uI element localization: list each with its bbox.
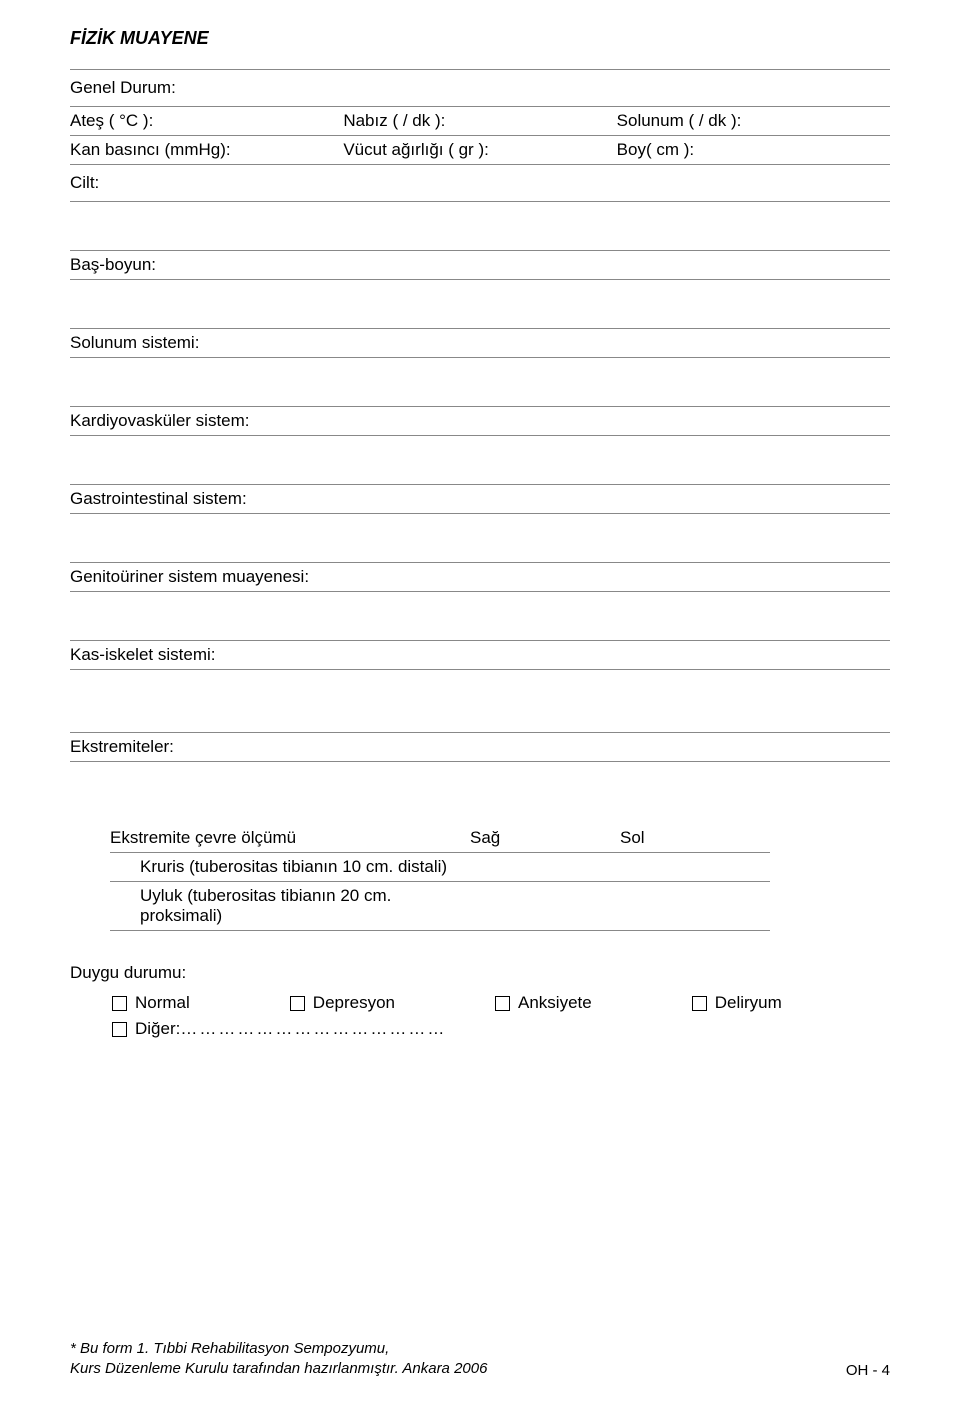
label-kardiyovaskuler: Kardiyovasküler sistem:: [70, 407, 890, 435]
row-genel-durum: Genel Durum:: [70, 70, 890, 106]
duygu-durumu-block: Duygu durumu: Normal Depresyon Anksiyete…: [70, 959, 890, 1039]
label-duygu-durumu: Duygu durumu:: [70, 959, 890, 987]
checkbox-label: Anksiyete: [518, 993, 592, 1013]
table-row: Kruris (tuberositas tibianın 10 cm. dist…: [110, 853, 770, 881]
row-uyluk: Uyluk (tuberositas tibianın 20 cm. proks…: [110, 886, 470, 926]
page: FİZİK MUAYENE Genel Durum: Ateş ( °C ): …: [0, 0, 960, 1415]
row-vitals-1: Ateş ( °C ): Nabız ( / dk ): Solunum ( /…: [70, 107, 890, 135]
header-label: Ekstremite çevre ölçümü: [110, 828, 470, 848]
checkbox-row-1: Normal Depresyon Anksiyete Deliryum: [70, 993, 890, 1013]
checkbox-label: Diğer:: [135, 1019, 180, 1039]
footer-line1: * Bu form 1. Tıbbi Rehabilitasyon Sempoz…: [70, 1339, 487, 1359]
checkbox-depresyon[interactable]: Depresyon: [290, 993, 395, 1013]
checkbox-deliryum[interactable]: Deliryum: [692, 993, 782, 1013]
checkbox-icon: [495, 996, 510, 1011]
label-nabiz: Nabız ( / dk ):: [343, 111, 616, 131]
label-kan-basinci: Kan basıncı (mmHg):: [70, 140, 343, 160]
label-solunum: Solunum ( / dk ):: [617, 111, 890, 131]
checkbox-icon: [290, 996, 305, 1011]
checkbox-label: Deliryum: [715, 993, 782, 1013]
checkbox-label: Depresyon: [313, 993, 395, 1013]
label-kas-iskelet: Kas-iskelet sistemi:: [70, 641, 890, 669]
table-header-row: Ekstremite çevre ölçümü Sağ Sol: [110, 824, 770, 852]
dots-fill: ……………………………………: [180, 1019, 446, 1039]
checkbox-row-2: Diğer: ……………………………………: [70, 1019, 890, 1039]
label-ekstremiteler: Ekstremiteler:: [70, 733, 890, 761]
label-gastrointestinal: Gastrointestinal sistem:: [70, 485, 890, 513]
checkbox-icon: [112, 1022, 127, 1037]
footer-note: * Bu form 1. Tıbbi Rehabilitasyon Sempoz…: [70, 1339, 487, 1380]
checkbox-icon: [692, 996, 707, 1011]
row-cilt: Cilt:: [70, 165, 890, 201]
label-genel-durum: Genel Durum:: [70, 74, 890, 102]
header-sag: Sağ: [470, 828, 620, 848]
table-row: Uyluk (tuberositas tibianın 20 cm. proks…: [110, 882, 770, 930]
header-sol: Sol: [620, 828, 770, 848]
label-ates: Ateş ( °C ):: [70, 111, 343, 131]
label-genitouriner: Genitoüriner sistem muayenesi:: [70, 563, 890, 591]
section-title: FİZİK MUAYENE: [70, 28, 890, 49]
checkbox-label: Normal: [135, 993, 190, 1013]
checkbox-normal[interactable]: Normal: [112, 993, 190, 1013]
label-boy: Boy( cm ):: [617, 140, 890, 160]
footer-line2: Kurs Düzenleme Kurulu tarafından hazırla…: [70, 1359, 487, 1379]
label-bas-boyun: Baş-boyun:: [70, 251, 890, 279]
row-kruris: Kruris (tuberositas tibianın 10 cm. dist…: [110, 857, 470, 877]
divider: [110, 930, 770, 931]
checkbox-anksiyete[interactable]: Anksiyete: [495, 993, 592, 1013]
ekstremite-table: Ekstremite çevre ölçümü Sağ Sol Kruris (…: [110, 824, 770, 931]
label-vucut-agirligi: Vücut ağırlığı ( gr ):: [343, 140, 616, 160]
checkbox-icon: [112, 996, 127, 1011]
row-vitals-2: Kan basıncı (mmHg): Vücut ağırlığı ( gr …: [70, 136, 890, 164]
page-number: OH - 4: [846, 1362, 890, 1379]
page-footer: * Bu form 1. Tıbbi Rehabilitasyon Sempoz…: [70, 1339, 890, 1380]
label-solunum-sistemi: Solunum sistemi:: [70, 329, 890, 357]
label-cilt: Cilt:: [70, 169, 890, 197]
checkbox-diger[interactable]: Diğer: ……………………………………: [112, 1019, 446, 1039]
